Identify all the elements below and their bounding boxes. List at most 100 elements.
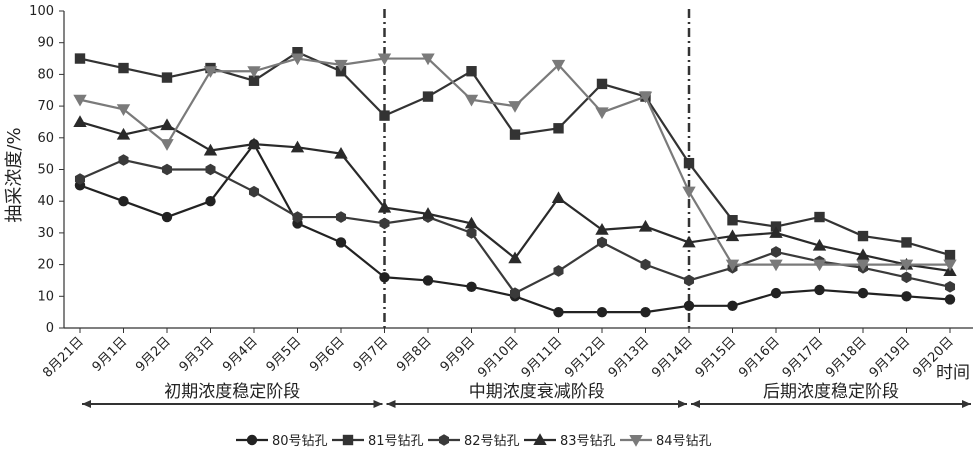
series-marker (533, 433, 547, 446)
y-tick-label: 60 (37, 131, 54, 146)
x-tick-label: 9月7日 (351, 334, 392, 375)
series-marker (438, 434, 450, 446)
x-tick-label: 9月12日 (562, 334, 609, 381)
series-marker (770, 246, 782, 258)
legend-label: 84号钻孔 (656, 434, 712, 449)
y-tick-label: 10 (37, 289, 54, 304)
y-tick-label: 40 (37, 194, 54, 209)
y-tick-label: 70 (37, 99, 54, 114)
series-marker (683, 157, 695, 169)
x-axis-ticks: 8月21日 9月1日 9月2日 9月3日 9月4日 9月5日 9月6日 9月7日 9月8日 9月9… (40, 328, 957, 381)
series-marker (248, 185, 260, 198)
x-tick-label: 9月8日 (394, 334, 435, 375)
y-tick-label: 80 (37, 67, 54, 82)
legend-item: 82号钻孔 (428, 434, 520, 449)
series-marker (595, 107, 609, 120)
stage-label: 中期浓度衰减阶段 (469, 382, 605, 402)
stage-annotations: 初期浓度稳定阶段 中期浓度衰减阶段 后期浓度稳定阶段 (82, 382, 971, 408)
series-marker (725, 229, 740, 242)
series-marker (205, 196, 216, 207)
series-marker (944, 280, 956, 293)
series-marker (856, 259, 870, 272)
series-line (79, 57, 950, 266)
series-marker (812, 259, 827, 272)
series-marker (74, 173, 86, 185)
series-marker (247, 66, 261, 78)
series-marker (638, 91, 653, 104)
series-3 (74, 154, 956, 299)
x-tick-label: 9月3日 (177, 334, 218, 375)
series-marker (73, 115, 87, 127)
series-marker (73, 94, 87, 107)
series-marker (857, 287, 869, 299)
series-marker (292, 211, 303, 223)
series-marker (553, 265, 564, 277)
series-marker (342, 434, 354, 446)
series-marker (683, 274, 695, 287)
x-tick-label: 9月16日 (736, 334, 783, 381)
legend-label: 83号钻孔 (560, 434, 616, 449)
series-marker (596, 306, 608, 318)
series-marker (422, 91, 434, 102)
legend-label: 80号钻孔 (272, 434, 328, 449)
series-marker (292, 47, 303, 58)
series-marker (769, 259, 783, 272)
series-marker (727, 300, 738, 312)
series-marker (160, 118, 174, 131)
y-tick-label: 0 (46, 321, 54, 336)
series-line (79, 158, 951, 295)
series-marker (856, 248, 870, 261)
x-tick-label: 9月18日 (823, 334, 870, 381)
series-marker (464, 216, 479, 229)
legend-item: 83号钻孔 (524, 433, 616, 449)
series-marker (769, 226, 783, 238)
series-marker (247, 137, 261, 150)
y-axis-ticks: 0 10 20 30 40 50 60 70 80 90 100 (29, 4, 64, 336)
series-marker (118, 62, 129, 74)
series-marker (290, 140, 305, 153)
y-axis-label: 抽采浓度/% (4, 127, 25, 222)
series-marker (466, 66, 477, 77)
series-marker (725, 259, 740, 272)
x-tick-label: 9月2日 (133, 334, 174, 375)
series-marker (335, 237, 347, 248)
series-marker (421, 53, 435, 66)
x-tick-label: 9月1日 (90, 334, 131, 375)
series-marker (682, 186, 696, 199)
series-marker (422, 275, 434, 286)
series-marker (205, 163, 216, 176)
y-tick-label: 30 (37, 226, 54, 241)
x-tick-label: 9月15日 (693, 334, 740, 381)
series-marker (901, 291, 912, 302)
series-marker (377, 200, 392, 213)
series-marker (379, 272, 390, 283)
series-marker (551, 191, 566, 204)
series-marker (508, 251, 522, 264)
series-marker (246, 434, 258, 446)
series-marker (553, 123, 564, 134)
x-tick-label: 9月4日 (220, 334, 261, 375)
legend-item: 81号钻孔 (332, 434, 424, 449)
series-marker (161, 211, 173, 223)
series-marker (466, 281, 477, 292)
series-marker (160, 139, 174, 151)
stage-dividers (383, 9, 691, 328)
series-marker (509, 287, 521, 299)
legend-label: 82号钻孔 (464, 434, 520, 449)
series-marker (421, 207, 435, 219)
y-tick-label: 100 (29, 4, 54, 19)
series-marker (379, 217, 390, 230)
series-marker (553, 306, 564, 318)
series-marker (812, 238, 827, 251)
series-marker (466, 227, 477, 239)
series-marker (899, 259, 914, 272)
x-tick-label: 9月9日 (438, 334, 479, 375)
series-marker (901, 237, 912, 248)
series-marker (901, 271, 912, 284)
x-tick-label: 9月10日 (475, 334, 522, 381)
series-marker (118, 154, 129, 166)
series-4 (73, 115, 957, 276)
y-tick-label: 20 (37, 258, 54, 273)
x-tick-label: 9月6日 (307, 334, 348, 375)
x-tick-label: 9月19日 (867, 334, 914, 381)
